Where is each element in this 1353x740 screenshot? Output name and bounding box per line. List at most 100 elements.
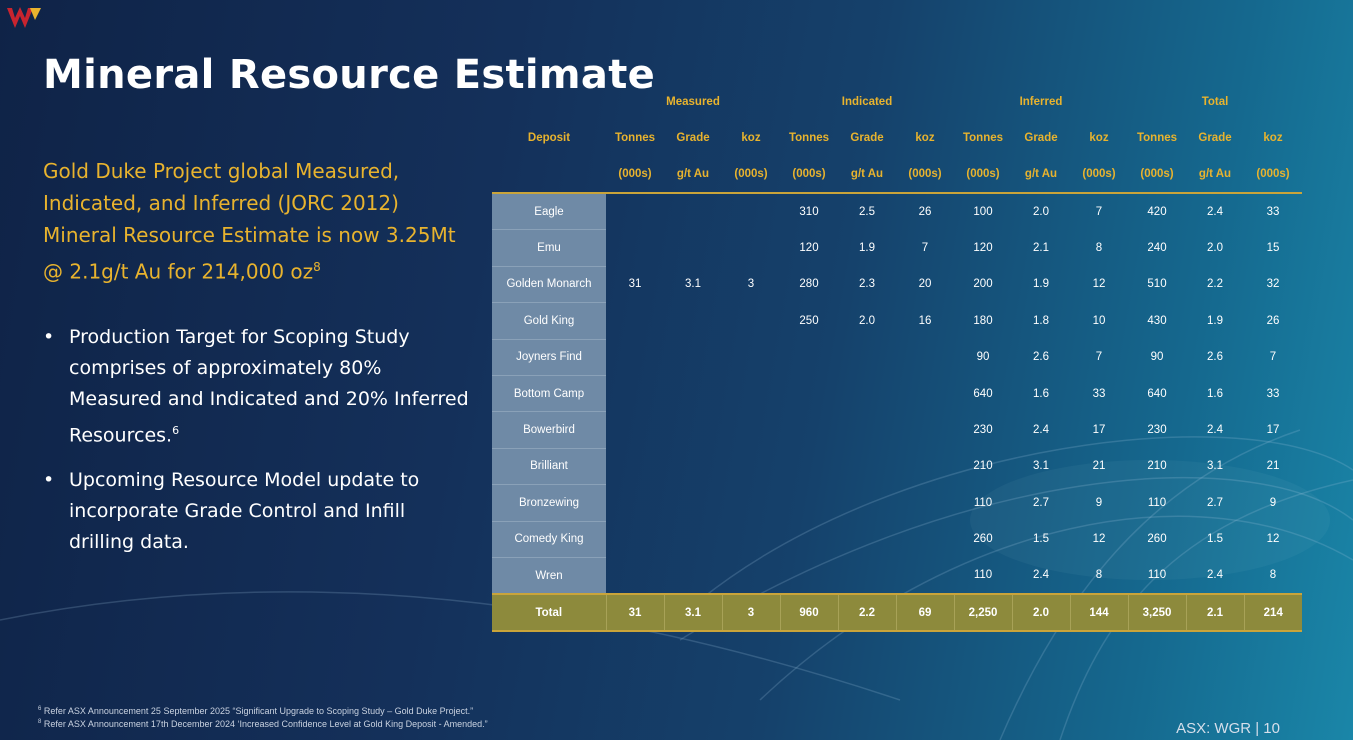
value-cell: 2.6: [1207, 351, 1223, 364]
total-cell: 3,250: [1128, 593, 1187, 633]
unit-header: g/t Au: [1012, 156, 1070, 194]
column-header: koz: [741, 132, 761, 144]
deposit-header: Deposit: [527, 132, 571, 144]
total-cell: 214: [1244, 593, 1302, 633]
value-cell: 100: [973, 205, 993, 218]
value-cell: 3.1: [1207, 460, 1223, 473]
value-cell: [664, 375, 722, 411]
unit-header: (000s): [1128, 156, 1186, 194]
resource-summary-footnote-ref: 8: [313, 260, 321, 274]
value-cell: [722, 193, 780, 230]
column-header: Tonnes: [788, 132, 830, 144]
value-cell: [780, 339, 838, 375]
value-cell: 2.0: [1207, 242, 1223, 255]
value-cell: 17: [1092, 424, 1106, 437]
unit-header-row: (000s) g/t Au (000s) (000s) g/t Au (000s…: [492, 156, 1302, 194]
value-cell: 230: [973, 424, 993, 437]
value-cell: [606, 375, 664, 411]
value-cell: [780, 412, 838, 448]
value-cell: [838, 375, 896, 411]
value-cell: 110: [1147, 496, 1167, 509]
value-cell: [664, 412, 722, 448]
value-cell: [780, 485, 838, 521]
group-header-indicated: Indicated: [841, 96, 893, 108]
value-cell: [664, 485, 722, 521]
table-row: Comedy King 260 1.5 12 260 1.5 12: [492, 521, 1302, 558]
group-header-inferred: Inferred: [1019, 96, 1063, 108]
value-cell: 33: [1266, 387, 1280, 400]
bullet-list: • Production Target for Scoping Study com…: [43, 322, 473, 572]
value-cell: [722, 448, 780, 484]
deposit-cell: Gold King: [492, 302, 606, 340]
value-cell: 7: [1095, 351, 1103, 364]
value-cell: [838, 339, 896, 375]
column-header: koz: [1089, 132, 1109, 144]
value-cell: 250: [799, 314, 819, 327]
value-cell: 90: [1150, 351, 1164, 364]
value-cell: 310: [799, 205, 819, 218]
total-cell: 144: [1070, 593, 1129, 633]
value-cell: 2.3: [859, 278, 875, 291]
column-header: Grade: [676, 132, 710, 144]
column-header-row: Deposit Tonnes Grade koz Tonnes Grade ko…: [492, 120, 1302, 156]
unit-header: (000s): [896, 156, 954, 194]
value-cell: 2.7: [1033, 496, 1049, 509]
value-cell: 15: [1266, 242, 1280, 255]
value-cell: 1.8: [1033, 314, 1049, 327]
footnote: 6 Refer ASX Announcement 25 September 20…: [38, 704, 488, 717]
value-cell: 420: [1147, 205, 1167, 218]
table-row: Emu 120 1.9 7 120 2.1 8 240 2.0 15: [492, 229, 1302, 267]
deposit-cell: Comedy King: [492, 521, 606, 558]
value-cell: [896, 448, 954, 484]
resource-summary-text: Gold Duke Project global Measured, Indic…: [43, 159, 456, 284]
value-cell: [838, 557, 896, 594]
value-cell: [606, 448, 664, 484]
value-cell: 26: [918, 205, 932, 218]
value-cell: 1.5: [1207, 533, 1223, 546]
unit-header: g/t Au: [838, 156, 896, 194]
value-cell: 21: [1092, 460, 1106, 473]
value-cell: [606, 303, 664, 339]
value-cell: [722, 339, 780, 375]
value-cell: 7: [1269, 351, 1277, 364]
value-cell: 3: [747, 278, 755, 291]
value-cell: [664, 557, 722, 594]
total-cell: 3: [722, 593, 781, 633]
value-cell: 1.6: [1207, 387, 1223, 400]
total-label: Total: [492, 593, 607, 633]
value-cell: [606, 339, 664, 375]
value-cell: [780, 521, 838, 557]
value-cell: 230: [1147, 424, 1167, 437]
table-row: Bronzewing 110 2.7 9 110 2.7 9: [492, 484, 1302, 522]
value-cell: [838, 412, 896, 448]
table-row: Joyners Find 90 2.6 7 90 2.6 7: [492, 339, 1302, 376]
value-cell: 260: [1147, 533, 1167, 546]
table-row: Brilliant 210 3.1 21 210 3.1 21: [492, 448, 1302, 486]
column-header: koz: [915, 132, 935, 144]
total-cell: 3.1: [664, 593, 723, 633]
value-cell: [838, 485, 896, 521]
total-cell: 960: [780, 593, 839, 633]
value-cell: [664, 303, 722, 339]
value-cell: 2.4: [1207, 424, 1223, 437]
value-cell: 1.9: [1207, 314, 1223, 327]
total-cell: 2.2: [838, 593, 897, 633]
value-cell: 9: [1095, 496, 1103, 509]
value-cell: 10: [1092, 314, 1106, 327]
value-cell: 12: [1266, 533, 1280, 546]
value-cell: [838, 521, 896, 557]
value-cell: 2.7: [1207, 496, 1223, 509]
value-cell: [896, 412, 954, 448]
column-header: Tonnes: [614, 132, 656, 144]
unit-header: g/t Au: [1186, 156, 1244, 194]
value-cell: [722, 303, 780, 339]
deposit-cell: Bottom Camp: [492, 375, 606, 413]
total-cell: 69: [896, 593, 955, 633]
column-header: Grade: [1198, 132, 1232, 144]
value-cell: 210: [973, 460, 993, 473]
value-cell: [896, 521, 954, 557]
table-row: Bottom Camp 640 1.6 33 640 1.6 33: [492, 375, 1302, 413]
value-cell: 120: [799, 242, 819, 255]
bullet-dot-icon: •: [43, 469, 55, 492]
value-cell: [664, 230, 722, 266]
